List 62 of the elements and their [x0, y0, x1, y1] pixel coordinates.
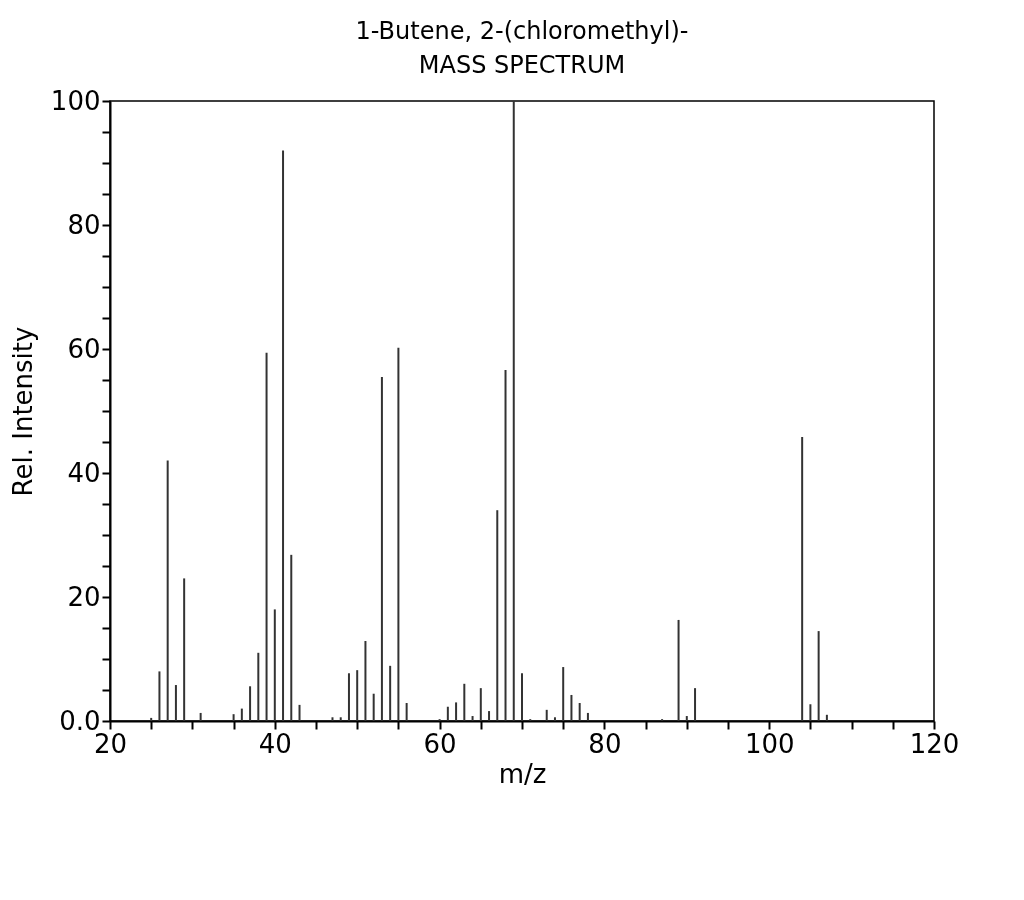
bar — [257, 652, 260, 721]
bar — [273, 609, 276, 721]
bar — [488, 711, 491, 721]
bar — [331, 717, 334, 721]
bar — [586, 712, 589, 721]
bar — [158, 671, 161, 721]
bar — [380, 376, 383, 721]
y-axis-title: Rel. Intensity — [7, 326, 38, 497]
chart-title: 1-Butene, 2-(chloromethyl)- — [355, 17, 689, 45]
bar — [809, 704, 812, 721]
bar — [232, 714, 235, 721]
x-tick-label: 80 — [588, 728, 622, 759]
bar — [463, 683, 466, 721]
bar — [174, 685, 177, 721]
x-tick-label: 100 — [744, 728, 795, 759]
bar — [562, 667, 565, 721]
bar — [298, 704, 301, 721]
bar — [150, 717, 153, 721]
y-tick-label: 100 — [50, 85, 101, 116]
bar — [496, 510, 499, 721]
bar — [199, 712, 202, 721]
bar — [817, 631, 820, 721]
y-tick-label: 60 — [67, 333, 101, 364]
bar — [356, 670, 359, 721]
bar — [446, 706, 449, 721]
bar — [512, 101, 515, 721]
bar — [405, 703, 408, 721]
bar — [282, 150, 285, 721]
bar — [801, 437, 804, 721]
bar — [825, 714, 828, 721]
bar — [545, 709, 548, 721]
bar — [339, 717, 342, 721]
bar — [685, 716, 688, 721]
bar — [166, 460, 169, 721]
bar — [578, 703, 581, 721]
bar — [183, 578, 186, 721]
bar — [290, 554, 293, 721]
bar — [570, 694, 573, 721]
bar — [521, 673, 523, 721]
bar — [694, 688, 697, 721]
bar — [265, 352, 268, 721]
bar — [347, 673, 350, 721]
y-tick-label: 80 — [67, 209, 101, 240]
bar — [677, 619, 680, 721]
bar — [389, 665, 392, 721]
bar — [364, 641, 367, 721]
x-tick-label: 40 — [258, 728, 292, 759]
bar — [240, 708, 243, 721]
x-axis-title: m/z — [498, 758, 547, 789]
y-tick-label: 40 — [67, 457, 101, 488]
bar — [504, 370, 507, 721]
x-tick-label: 60 — [423, 728, 457, 759]
bar — [372, 693, 375, 721]
bar — [553, 717, 556, 721]
bar — [249, 686, 252, 721]
bar — [455, 702, 458, 721]
bar — [479, 688, 482, 721]
x-tick-label: 120 — [909, 728, 960, 759]
chart-subtitle: MASS SPECTRUM — [418, 51, 626, 79]
bar — [397, 347, 400, 721]
bar — [471, 716, 474, 721]
y-tick-label: 20 — [67, 581, 101, 612]
